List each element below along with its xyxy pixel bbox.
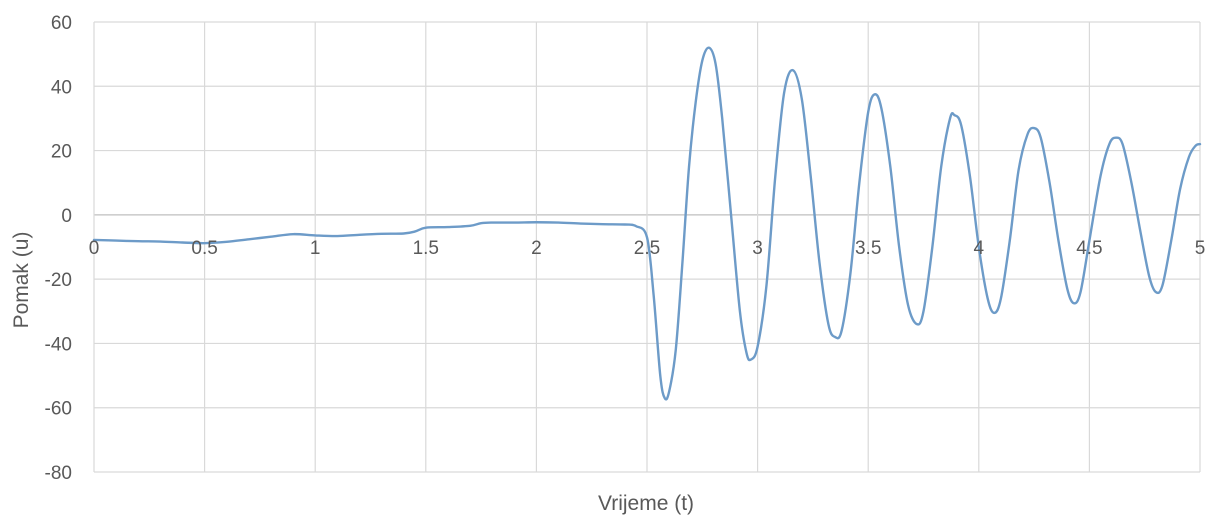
- x-tick-label: 2: [531, 238, 542, 259]
- x-tick-label: 1.5: [413, 238, 439, 259]
- y-tick-label: 0: [61, 206, 72, 227]
- x-tick-label: 5: [1195, 238, 1206, 259]
- x-tick-label: 1: [310, 238, 321, 259]
- series-line: [92, 46, 1202, 401]
- y-tick-label: -20: [45, 270, 72, 291]
- y-tick-label: 40: [51, 77, 72, 98]
- x-tick-labels: 0 0.5 1 1.5 2 2.5 3 3.5 4 4.5 5: [89, 238, 1206, 259]
- x-tick-label: 0: [89, 238, 100, 259]
- y-tick-label: 20: [51, 142, 72, 163]
- x-tick-label: 3.5: [855, 238, 881, 259]
- x-tick-label: 3: [752, 238, 763, 259]
- y-axis-title: Pomak (u): [10, 232, 33, 329]
- x-axis-title: Vrijeme (t): [598, 492, 694, 515]
- plot-area: [92, 46, 1202, 401]
- y-tick-labels: 60 40 20 0 -20 -40 -60 -80: [45, 13, 72, 484]
- y-tick-label: -80: [45, 463, 72, 484]
- x-tick-label: 4.5: [1076, 238, 1102, 259]
- y-tick-label: -40: [45, 334, 72, 355]
- y-tick-label: 60: [51, 13, 72, 34]
- x-tick-label: 2.5: [634, 238, 660, 259]
- y-tick-label: -60: [45, 399, 72, 420]
- x-tick-label: 0.5: [191, 238, 217, 259]
- x-tick-label: 4: [974, 238, 985, 259]
